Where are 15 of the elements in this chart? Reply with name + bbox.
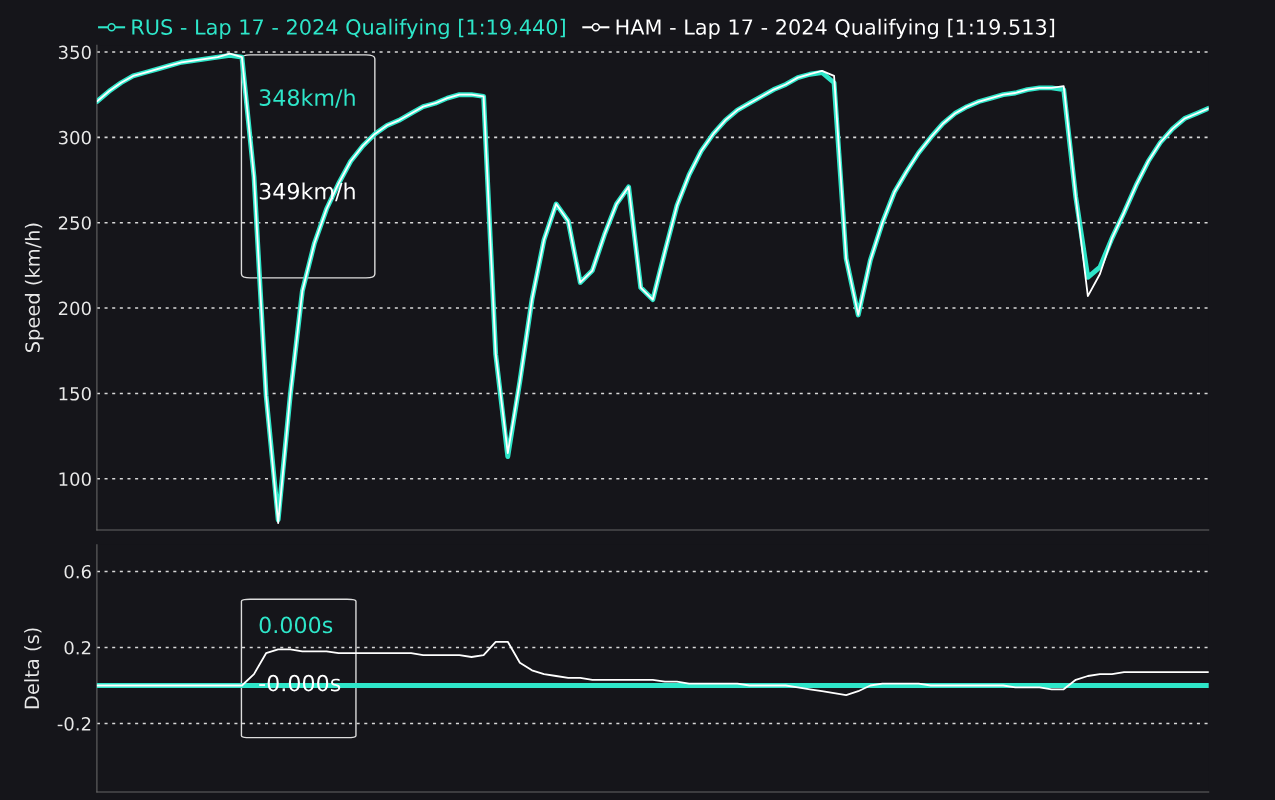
y-axis-title: Speed (km/h)	[24, 223, 44, 353]
y-tick-label: 200	[58, 301, 91, 316]
y-tick-label: 100	[59, 472, 91, 486]
y-tick-label: -0.2	[57, 717, 91, 731]
y-tick-label: 0.2	[64, 640, 91, 655]
legend-label: HAM - Lap 17 - 2024 Qualifying [1:19.513]	[616, 18, 1055, 39]
y-tick-label: 350	[58, 45, 91, 60]
y-tick-label: 250	[58, 216, 91, 230]
y-tick-label: 300	[58, 130, 91, 145]
y-tick-label: 150	[59, 386, 91, 401]
y-axis-title: Delta (s)	[24, 628, 42, 709]
annotation: 0.000s	[259, 616, 333, 634]
legend-label: RUS - Lap 17 - 2024 Qualifying [1:19.440]	[132, 18, 565, 39]
y-tick-label: 0.6	[64, 564, 91, 579]
annotation: 348km/h	[259, 88, 355, 108]
